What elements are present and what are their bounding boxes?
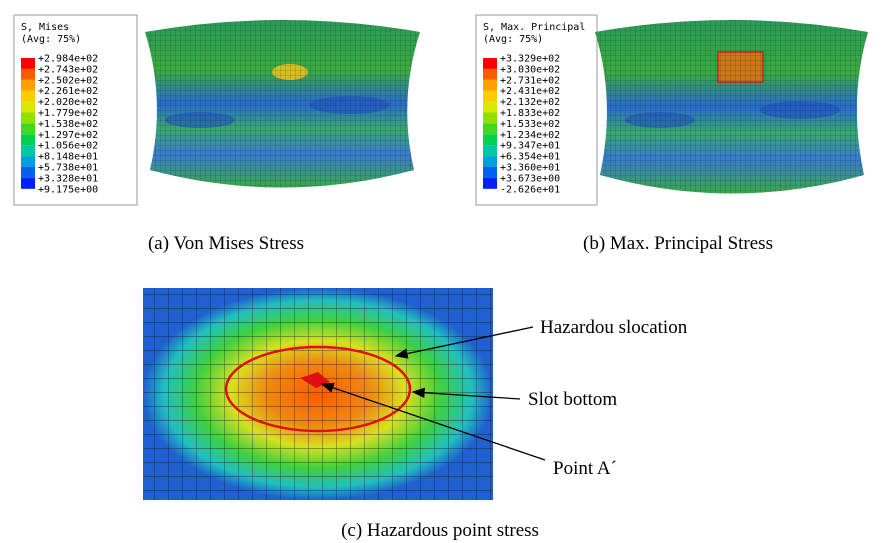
- legend-value: +3.030e+02: [500, 64, 560, 75]
- legend-value: +1.234e+02: [500, 130, 560, 141]
- legend-value: +2.132e+02: [500, 97, 560, 108]
- legend-value: +9.347e+01: [500, 141, 560, 152]
- legend-swatch: [21, 145, 35, 156]
- legend-value: +2.261e+02: [38, 86, 98, 97]
- annotation: Point A´: [553, 458, 617, 479]
- legend-swatch: [21, 91, 35, 102]
- legend-value: +2.020e+02: [38, 97, 98, 108]
- legend-swatch: [21, 113, 35, 124]
- caption: (a) Von Mises Stress: [148, 233, 304, 254]
- legend-swatch: [21, 178, 35, 189]
- legend-swatch: [21, 167, 35, 178]
- legend-swatch: [483, 123, 497, 134]
- legend-value: +2.731e+02: [500, 75, 560, 86]
- legend-swatch: [483, 134, 497, 145]
- legend-swatch: [483, 69, 497, 80]
- legend-value: +3.328e+01: [38, 173, 98, 184]
- legend-swatch: [21, 156, 35, 167]
- legend-value: +1.056e+02: [38, 141, 98, 152]
- legend-value: +1.533e+02: [500, 119, 560, 130]
- legend-swatch: [483, 80, 497, 91]
- legend-swatch: [483, 156, 497, 167]
- legend-swatch: [483, 167, 497, 178]
- legend-value: +3.673e+00: [500, 173, 560, 184]
- legend-value: +2.431e+02: [500, 86, 560, 97]
- cylinder-a: [145, 20, 420, 188]
- legend-value: +8.148e+01: [38, 152, 98, 163]
- legend-value: +9.175e+00: [38, 184, 98, 195]
- annotation: Slot bottom: [528, 389, 617, 410]
- legend-value: +5.738e+01: [38, 163, 98, 174]
- legend-swatch: [483, 91, 497, 102]
- legend-value: +1.779e+02: [38, 108, 98, 119]
- legend-swatch: [483, 58, 497, 69]
- legend-value: +6.354e+01: [500, 152, 560, 163]
- caption: (c) Hazardous point stress: [341, 520, 539, 541]
- legend-swatch: [21, 102, 35, 113]
- legend-swatch: [21, 80, 35, 91]
- cylinder-b: [595, 20, 868, 194]
- legend-swatch: [21, 69, 35, 80]
- annotation: Hazardou slocation: [540, 317, 688, 338]
- legend-title: (Avg: 75%): [483, 34, 543, 45]
- legend-swatch: [483, 178, 497, 189]
- legend-title: S, Max. Principal: [483, 22, 585, 33]
- legend-value: +1.833e+02: [500, 108, 560, 119]
- legend-value: -2.626e+01: [500, 184, 560, 195]
- legend-value: +1.538e+02: [38, 119, 98, 130]
- legend-swatch: [21, 123, 35, 134]
- legend-value: +2.984e+02: [38, 54, 98, 65]
- legend-value: +1.297e+02: [38, 130, 98, 141]
- legend-value: +3.360e+01: [500, 163, 560, 174]
- legend-value: +2.502e+02: [38, 75, 98, 86]
- legend-title: (Avg: 75%): [21, 34, 81, 45]
- legend-value: +2.743e+02: [38, 64, 98, 75]
- legend-value: +3.329e+02: [500, 54, 560, 65]
- legend-swatch: [21, 58, 35, 69]
- legend-title: S, Mises: [21, 22, 69, 33]
- legend-swatch: [483, 102, 497, 113]
- legend-swatch: [21, 134, 35, 145]
- legend-swatch: [483, 113, 497, 124]
- caption: (b) Max. Principal Stress: [583, 233, 773, 254]
- legend-swatch: [483, 145, 497, 156]
- figure: Hazardou slocation Slot bottom Point A´ …: [0, 0, 884, 543]
